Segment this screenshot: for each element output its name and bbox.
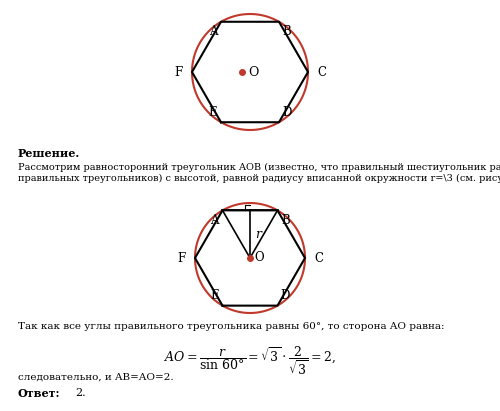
Text: F: F [174, 65, 182, 79]
Text: A: A [208, 25, 217, 38]
Text: B: B [282, 25, 292, 38]
Text: 2.: 2. [75, 388, 86, 398]
Text: D: D [281, 289, 290, 302]
Text: C: C [314, 252, 324, 265]
Text: D: D [282, 106, 292, 119]
Text: $AO = \dfrac{r}{\sin\,60°} = \sqrt{3}\cdot \dfrac{2}{\sqrt{3}} = 2,$: $AO = \dfrac{r}{\sin\,60°} = \sqrt{3}\cd… [164, 344, 336, 377]
Text: следовательно, и AB=AO=2.: следовательно, и AB=AO=2. [18, 373, 174, 382]
Text: O: O [254, 250, 264, 263]
Text: Ответ:: Ответ: [18, 388, 60, 399]
Text: Так как все углы правильного треугольника равны 60°, то сторона AO равна:: Так как все углы правильного треугольник… [18, 322, 444, 331]
Text: правильных треугольников) с высотой, равной радиусу вписанной окружности r=\3 (с: правильных треугольников) с высотой, рав… [18, 174, 500, 183]
Text: r: r [255, 228, 261, 241]
Text: C: C [318, 65, 326, 79]
Text: E: E [208, 106, 218, 119]
Text: E: E [210, 289, 219, 302]
Text: F: F [177, 252, 185, 265]
Text: A: A [210, 214, 218, 227]
Text: O: O [248, 65, 258, 79]
Text: Решение.: Решение. [18, 148, 80, 159]
Text: B: B [281, 214, 290, 227]
Text: Рассмотрим равносторонний треугольник AOB (известно, что правильный шестиугольни: Рассмотрим равносторонний треугольник AO… [18, 162, 500, 171]
